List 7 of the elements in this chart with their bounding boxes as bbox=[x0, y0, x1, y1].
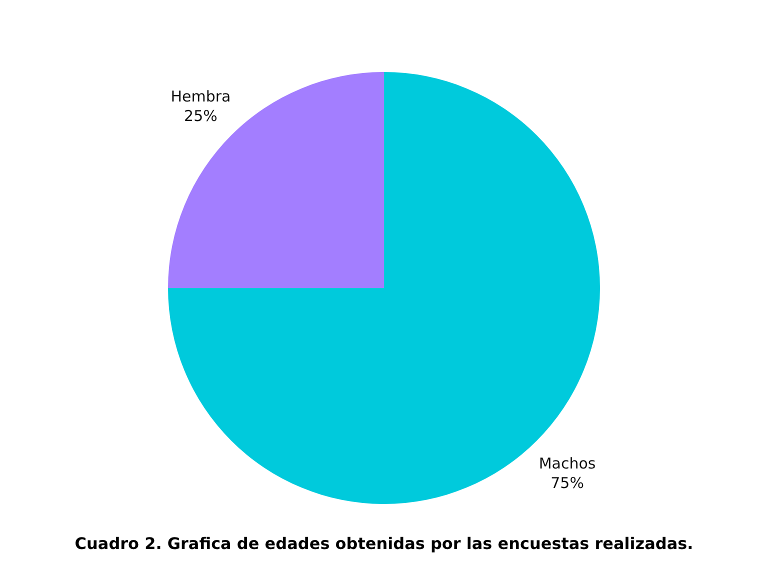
data-label: 75% bbox=[550, 474, 584, 492]
slice-label: Machos bbox=[538, 454, 596, 472]
pie-slice bbox=[168, 72, 384, 288]
data-label: 25% bbox=[184, 107, 218, 126]
text: Cuadro 2. Grafica de edades obtenidas por las encuestas realizadas. bbox=[74, 534, 694, 553]
pie-slice bbox=[168, 72, 600, 504]
slice-label: Hembra bbox=[170, 88, 231, 106]
